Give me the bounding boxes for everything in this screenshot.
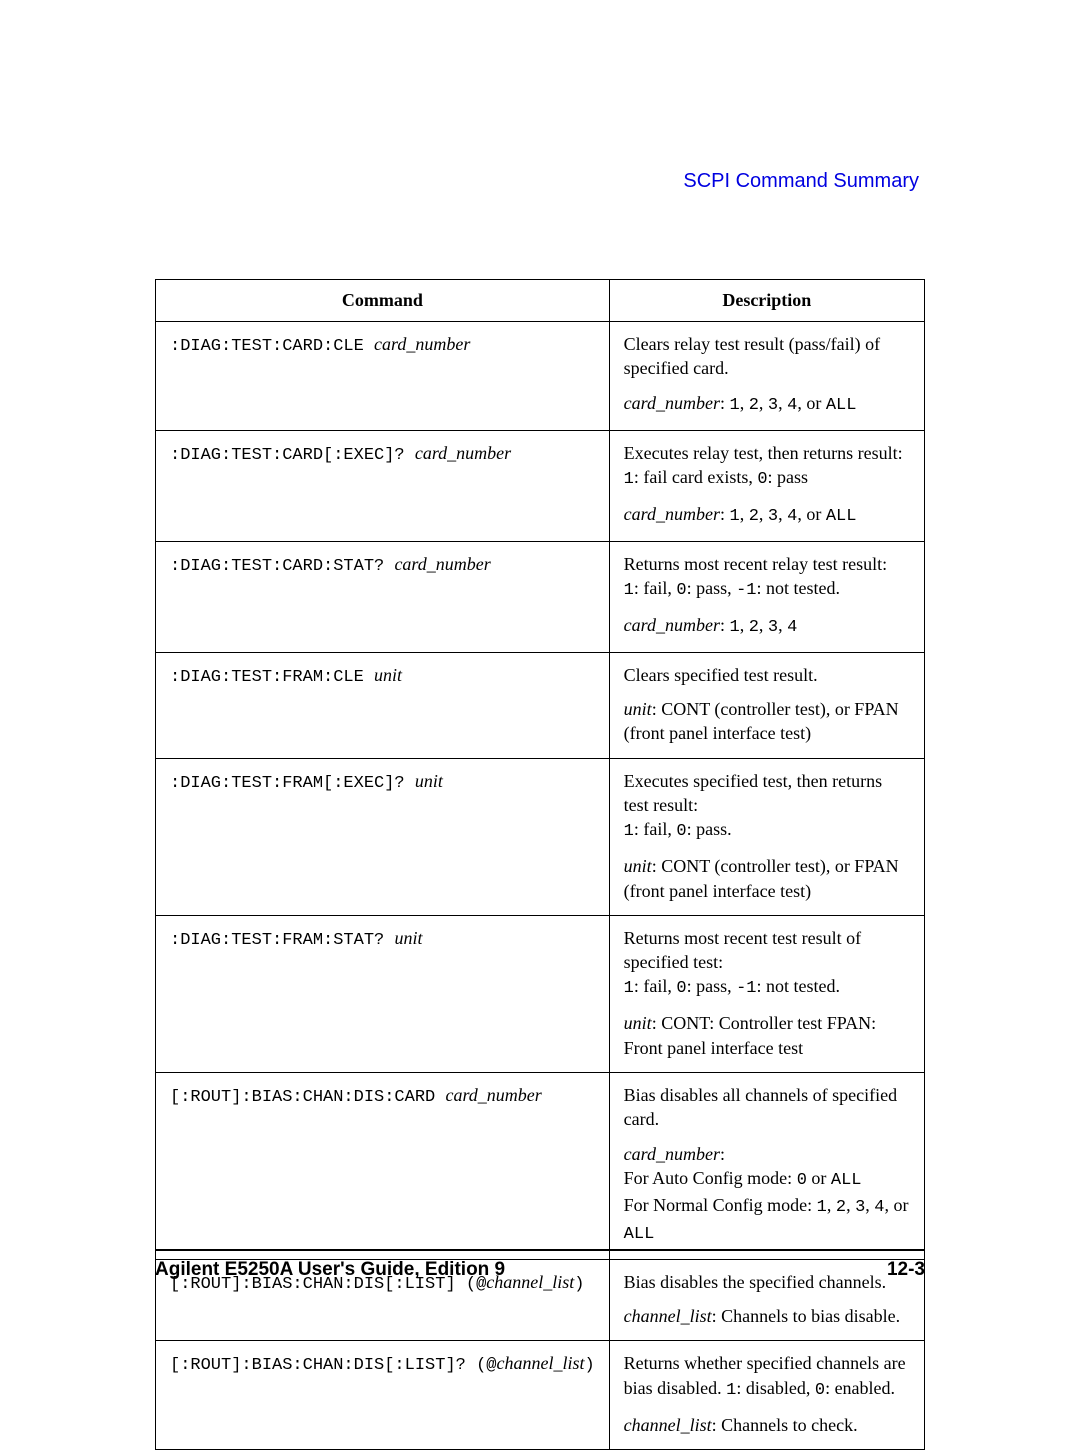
description-paragraph: card_number: 1, 2, 3, 4, or ALL: [624, 391, 910, 418]
description-paragraph: Executes relay test, then returns result…: [624, 441, 910, 492]
description-paragraph: Returns most recent relay test result:1:…: [624, 552, 910, 603]
description-paragraph: card_number:For Auto Config mode: 0 or A…: [624, 1142, 910, 1247]
command-cell: :DIAG:TEST:CARD:CLE card_number: [156, 322, 610, 431]
description-cell: Executes specified test, then returns te…: [609, 758, 924, 915]
command-param: card_number: [394, 554, 490, 574]
footer-rule: [155, 1249, 925, 1251]
column-header-description: Description: [609, 280, 924, 322]
table-row: [:ROUT]:BIAS:CHAN:DIS:CARD card_number Bi…: [156, 1073, 925, 1260]
document-page: SCPI Command Summary Command Description…: [0, 0, 1080, 1450]
description-cell: Returns most recent relay test result:1:…: [609, 541, 924, 652]
description-paragraph: channel_list: Channels to check.: [624, 1413, 910, 1437]
description-cell: Clears relay test result (pass/fail) of …: [609, 322, 924, 431]
description-paragraph: Executes specified test, then returns te…: [624, 769, 910, 845]
description-paragraph: channel_list: Channels to bias disable.: [624, 1304, 910, 1328]
footer-right: 12-3: [887, 1259, 925, 1281]
description-paragraph: Returns whether specified channels are b…: [624, 1351, 910, 1402]
description-paragraph: unit: CONT (controller test), or FPAN (f…: [624, 697, 910, 746]
description-cell: Clears specified test result. unit: CONT …: [609, 652, 924, 758]
description-paragraph: Returns most recent test result of speci…: [624, 926, 910, 1002]
command-cell: :DIAG:TEST:FRAM:CLE unit: [156, 652, 610, 758]
command-cell: :DIAG:TEST:CARD:STAT? card_number: [156, 541, 610, 652]
command-cell: [:ROUT]:BIAS:CHAN:DIS:CARD card_number: [156, 1073, 610, 1260]
command-param: card_number: [445, 1085, 541, 1105]
description-paragraph: unit: CONT: Controller test FPAN: Front …: [624, 1011, 910, 1060]
command-cell: :DIAG:TEST:CARD[:EXEC]? card_number: [156, 430, 610, 541]
table-row: :DIAG:TEST:CARD:STAT? card_number Returns…: [156, 541, 925, 652]
description-paragraph: Bias disables all channels of specified …: [624, 1083, 910, 1132]
command-param: card_number: [374, 334, 470, 354]
description-paragraph: Clears relay test result (pass/fail) of …: [624, 332, 910, 381]
table-row: [:ROUT]:BIAS:CHAN:DIS[:LIST]? (@channel_…: [156, 1341, 925, 1450]
description-cell: Executes relay test, then returns result…: [609, 430, 924, 541]
description-cell: Returns most recent test result of speci…: [609, 915, 924, 1072]
command-param: unit: [374, 665, 402, 685]
command-param: unit: [415, 771, 443, 791]
description-paragraph: card_number: 1, 2, 3, 4: [624, 613, 910, 640]
table-row: :DIAG:TEST:CARD[:EXEC]? card_number Execu…: [156, 430, 925, 541]
description-cell: Bias disables all channels of specified …: [609, 1073, 924, 1260]
command-cell: :DIAG:TEST:FRAM[:EXEC]? unit: [156, 758, 610, 915]
description-cell: Returns whether specified channels are b…: [609, 1341, 924, 1450]
table-row: :DIAG:TEST:CARD:CLE card_number Clears re…: [156, 322, 925, 431]
table-row: :DIAG:TEST:FRAM:CLE unitClears specified…: [156, 652, 925, 758]
command-param: channel_list: [496, 1353, 584, 1373]
command-param: card_number: [415, 443, 511, 463]
description-paragraph: card_number: 1, 2, 3, 4, or ALL: [624, 502, 910, 529]
description-paragraph: Clears specified test result.: [624, 663, 910, 687]
footer-left: Agilent E5250A User's Guide, Edition 9: [155, 1259, 505, 1281]
table-row: :DIAG:TEST:FRAM:STAT? unitReturns most r…: [156, 915, 925, 1072]
command-cell: [:ROUT]:BIAS:CHAN:DIS[:LIST]? (@channel_…: [156, 1341, 610, 1450]
page-footer: Agilent E5250A User's Guide, Edition 9 1…: [155, 1249, 925, 1281]
table-header-row: Command Description: [156, 280, 925, 322]
command-param: unit: [394, 928, 422, 948]
description-paragraph: unit: CONT (controller test), or FPAN (f…: [624, 854, 910, 903]
column-header-command: Command: [156, 280, 610, 322]
command-cell: :DIAG:TEST:FRAM:STAT? unit: [156, 915, 610, 1072]
section-title: SCPI Command Summary: [155, 170, 919, 193]
table-row: :DIAG:TEST:FRAM[:EXEC]? unitExecutes spe…: [156, 758, 925, 915]
